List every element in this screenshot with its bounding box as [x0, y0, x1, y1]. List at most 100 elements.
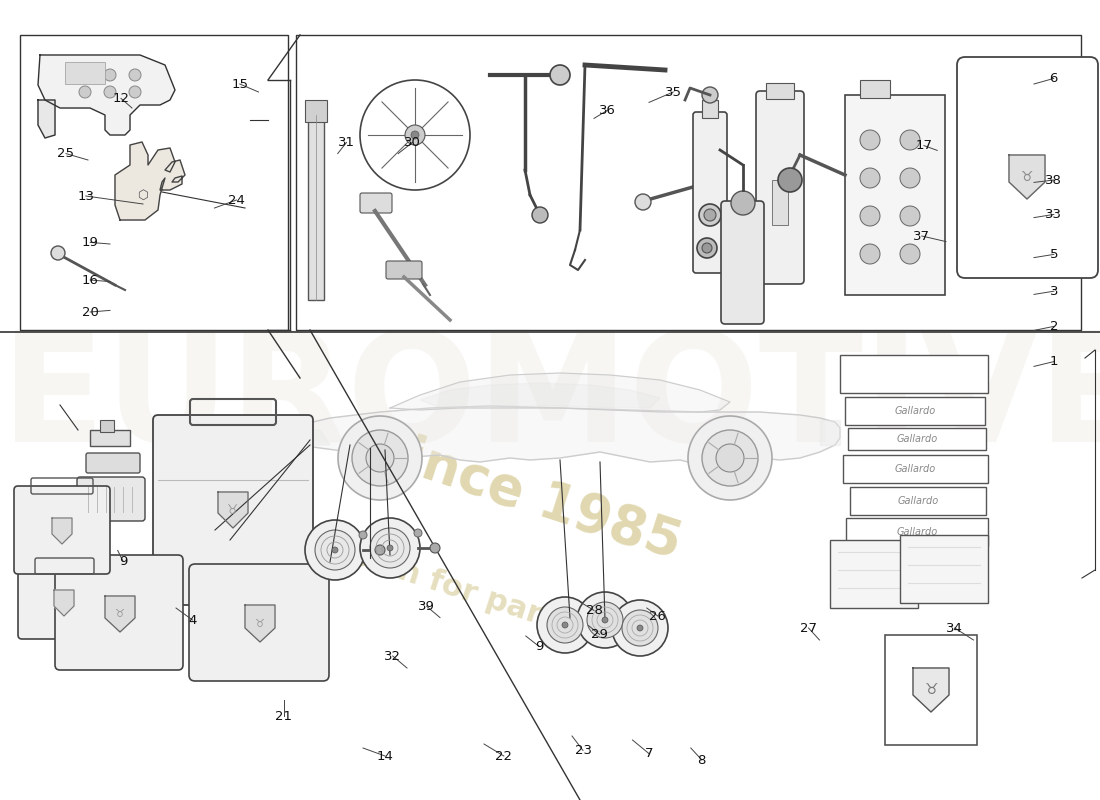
- Bar: [65, 62, 104, 84]
- Text: Gallardo: Gallardo: [896, 434, 937, 444]
- Text: EUROMOTIVE: EUROMOTIVE: [1, 326, 1100, 474]
- FancyBboxPatch shape: [86, 453, 140, 473]
- Bar: [886, 635, 977, 745]
- Text: 13: 13: [77, 190, 95, 202]
- Circle shape: [621, 610, 658, 646]
- Text: Gallardo: Gallardo: [894, 406, 936, 416]
- Text: 2: 2: [1049, 320, 1058, 333]
- Text: 25: 25: [57, 147, 75, 160]
- Polygon shape: [245, 605, 275, 642]
- Bar: [772, 180, 788, 225]
- Text: 8: 8: [697, 754, 706, 766]
- Circle shape: [332, 547, 338, 553]
- Circle shape: [704, 209, 716, 221]
- Circle shape: [702, 87, 718, 103]
- Bar: [900, 535, 988, 603]
- Circle shape: [578, 592, 632, 648]
- Circle shape: [697, 238, 717, 258]
- Text: 28: 28: [585, 604, 603, 617]
- Circle shape: [860, 130, 880, 150]
- Polygon shape: [218, 492, 248, 528]
- Circle shape: [547, 607, 583, 643]
- Bar: [840, 355, 988, 393]
- Text: 15: 15: [231, 78, 249, 90]
- Circle shape: [778, 168, 802, 192]
- Polygon shape: [913, 668, 949, 712]
- Text: ♉: ♉: [255, 619, 265, 629]
- Text: Gallardo: Gallardo: [898, 496, 938, 506]
- Circle shape: [352, 430, 408, 486]
- FancyBboxPatch shape: [756, 91, 804, 284]
- Circle shape: [900, 168, 920, 188]
- Text: 12: 12: [112, 92, 130, 105]
- Circle shape: [359, 531, 367, 539]
- Polygon shape: [420, 383, 660, 408]
- Text: 36: 36: [598, 104, 616, 117]
- FancyBboxPatch shape: [14, 486, 110, 574]
- Polygon shape: [52, 518, 72, 544]
- Bar: [848, 428, 986, 450]
- Text: Gallardo: Gallardo: [896, 527, 937, 537]
- Circle shape: [860, 168, 880, 188]
- Text: 38: 38: [1045, 174, 1063, 186]
- Text: ♉: ♉: [924, 682, 938, 698]
- Circle shape: [405, 125, 425, 145]
- Circle shape: [860, 206, 880, 226]
- Text: 9: 9: [119, 555, 128, 568]
- Circle shape: [537, 597, 593, 653]
- Circle shape: [430, 543, 440, 553]
- Circle shape: [375, 545, 385, 555]
- Bar: [20, 35, 288, 330]
- Circle shape: [129, 69, 141, 81]
- Bar: [860, 80, 890, 98]
- Circle shape: [900, 206, 920, 226]
- Text: 7: 7: [645, 747, 653, 760]
- Text: ⬡: ⬡: [136, 189, 147, 202]
- Polygon shape: [1009, 155, 1045, 199]
- Text: a passion for parts: a passion for parts: [260, 512, 576, 640]
- Circle shape: [688, 416, 772, 500]
- Circle shape: [360, 80, 470, 190]
- Circle shape: [360, 518, 420, 578]
- Text: ♉: ♉: [116, 609, 125, 619]
- Circle shape: [698, 204, 720, 226]
- Bar: [90, 430, 130, 446]
- Bar: [845, 95, 945, 295]
- Polygon shape: [295, 406, 840, 465]
- Text: 17: 17: [915, 139, 933, 152]
- Text: 3: 3: [1049, 285, 1058, 298]
- Circle shape: [587, 602, 623, 638]
- Circle shape: [315, 530, 355, 570]
- Text: 9: 9: [535, 640, 543, 653]
- Polygon shape: [39, 100, 55, 138]
- Text: 6: 6: [1049, 72, 1058, 85]
- Circle shape: [104, 86, 116, 98]
- Circle shape: [79, 69, 91, 81]
- Text: 23: 23: [574, 744, 592, 757]
- Circle shape: [366, 444, 394, 472]
- FancyBboxPatch shape: [386, 261, 422, 279]
- Text: 21: 21: [275, 710, 293, 722]
- Text: 35: 35: [664, 86, 682, 98]
- Polygon shape: [295, 430, 330, 445]
- Text: 22: 22: [495, 750, 513, 762]
- Polygon shape: [104, 596, 135, 632]
- Circle shape: [305, 520, 365, 580]
- FancyBboxPatch shape: [55, 555, 183, 670]
- Bar: [846, 518, 988, 546]
- Circle shape: [550, 65, 570, 85]
- Text: 26: 26: [649, 610, 667, 622]
- Bar: [305, 100, 327, 122]
- Text: 1: 1: [1049, 355, 1058, 368]
- Bar: [766, 83, 794, 99]
- Text: 33: 33: [1045, 208, 1063, 221]
- Text: 32: 32: [384, 650, 402, 662]
- Polygon shape: [116, 142, 185, 220]
- Circle shape: [387, 545, 393, 551]
- FancyBboxPatch shape: [360, 193, 392, 213]
- Circle shape: [702, 430, 758, 486]
- Text: 14: 14: [376, 750, 394, 762]
- Bar: [308, 115, 324, 300]
- Bar: [100, 420, 114, 432]
- Text: since 1985: since 1985: [368, 422, 688, 570]
